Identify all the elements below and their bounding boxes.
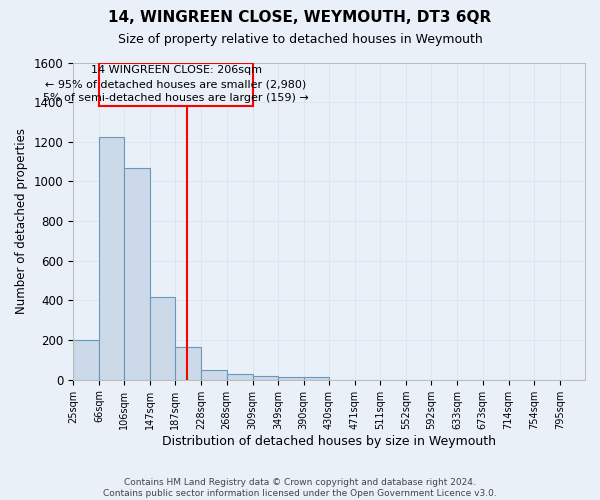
Text: Contains HM Land Registry data © Crown copyright and database right 2024.
Contai: Contains HM Land Registry data © Crown c… — [103, 478, 497, 498]
Bar — [253, 376, 278, 380]
X-axis label: Distribution of detached houses by size in Weymouth: Distribution of detached houses by size … — [162, 434, 496, 448]
Bar — [99, 137, 124, 380]
Bar — [304, 376, 329, 380]
Bar — [124, 168, 150, 380]
Bar — [175, 347, 202, 380]
Bar — [73, 340, 99, 380]
Y-axis label: Number of detached properties: Number of detached properties — [15, 128, 28, 314]
Bar — [278, 376, 304, 380]
FancyBboxPatch shape — [99, 64, 253, 106]
Bar — [227, 374, 253, 380]
Bar — [150, 298, 175, 380]
Bar — [202, 370, 227, 380]
Text: 14 WINGREEN CLOSE: 206sqm
← 95% of detached houses are smaller (2,980)
5% of sem: 14 WINGREEN CLOSE: 206sqm ← 95% of detac… — [43, 65, 309, 103]
Text: Size of property relative to detached houses in Weymouth: Size of property relative to detached ho… — [118, 32, 482, 46]
Text: 14, WINGREEN CLOSE, WEYMOUTH, DT3 6QR: 14, WINGREEN CLOSE, WEYMOUTH, DT3 6QR — [109, 10, 491, 25]
